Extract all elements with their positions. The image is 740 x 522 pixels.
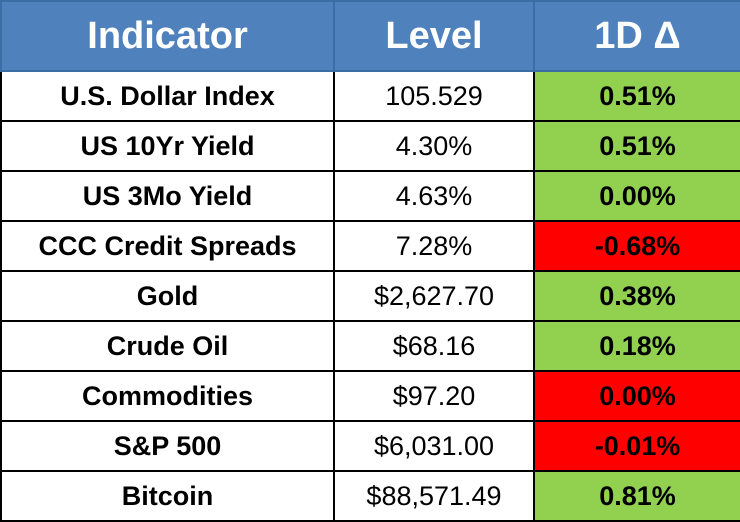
indicator-cell: Bitcoin	[0, 470, 335, 522]
change-cell: 0.81%	[533, 470, 740, 522]
level-cell: $68.16	[333, 320, 535, 372]
header-row: Indicator Level 1D Δ	[0, 0, 740, 72]
level-cell: 105.529	[333, 70, 535, 122]
table-row: Crude Oil $68.16 0.18%	[0, 320, 740, 372]
indicator-cell: US 3Mo Yield	[0, 170, 335, 222]
header-cell: Indicator	[0, 0, 335, 72]
level-cell: $6,031.00	[333, 420, 535, 472]
table-header: Indicator Level 1D Δ	[0, 0, 740, 72]
change-cell: 0.18%	[533, 320, 740, 372]
change-cell: 0.51%	[533, 120, 740, 172]
table-row: Bitcoin $88,571.49 0.81%	[0, 470, 740, 522]
table-body: U.S. Dollar Index 105.529 0.51% US 10Yr Yie…	[0, 70, 740, 522]
indicator-cell: U.S. Dollar Index	[0, 70, 335, 122]
level-cell: 4.30%	[333, 120, 535, 172]
table-row: U.S. Dollar Index 105.529 0.51%	[0, 70, 740, 122]
header-cell: Level	[333, 0, 535, 72]
level-cell: 7.28%	[333, 220, 535, 272]
change-cell: 0.00%	[533, 370, 740, 422]
indicator-cell: CCC Credit Spreads	[0, 220, 335, 272]
table-row: US 3Mo Yield 4.63% 0.00%	[0, 170, 740, 222]
table-row: US 10Yr Yield 4.30% 0.51%	[0, 120, 740, 172]
change-cell: 0.38%	[533, 270, 740, 322]
level-cell: 4.63%	[333, 170, 535, 222]
table-row: CCC Credit Spreads 7.28% -0.68%	[0, 220, 740, 272]
table-row: S&P 500 $6,031.00 -0.01%	[0, 420, 740, 472]
header-cell: 1D Δ	[533, 0, 740, 72]
table-row: Gold $2,627.70 0.38%	[0, 270, 740, 322]
indicator-cell: Commodities	[0, 370, 335, 422]
change-cell: 0.51%	[533, 70, 740, 122]
indicator-cell: Gold	[0, 270, 335, 322]
table-row: Commodities $97.20 0.00%	[0, 370, 740, 422]
indicator-cell: Crude Oil	[0, 320, 335, 372]
indicator-cell: S&P 500	[0, 420, 335, 472]
change-cell: -0.01%	[533, 420, 740, 472]
level-cell: $2,627.70	[333, 270, 535, 322]
indicator-cell: US 10Yr Yield	[0, 120, 335, 172]
level-cell: $97.20	[333, 370, 535, 422]
change-cell: 0.00%	[533, 170, 740, 222]
level-cell: $88,571.49	[333, 470, 535, 522]
change-cell: -0.68%	[533, 220, 740, 272]
